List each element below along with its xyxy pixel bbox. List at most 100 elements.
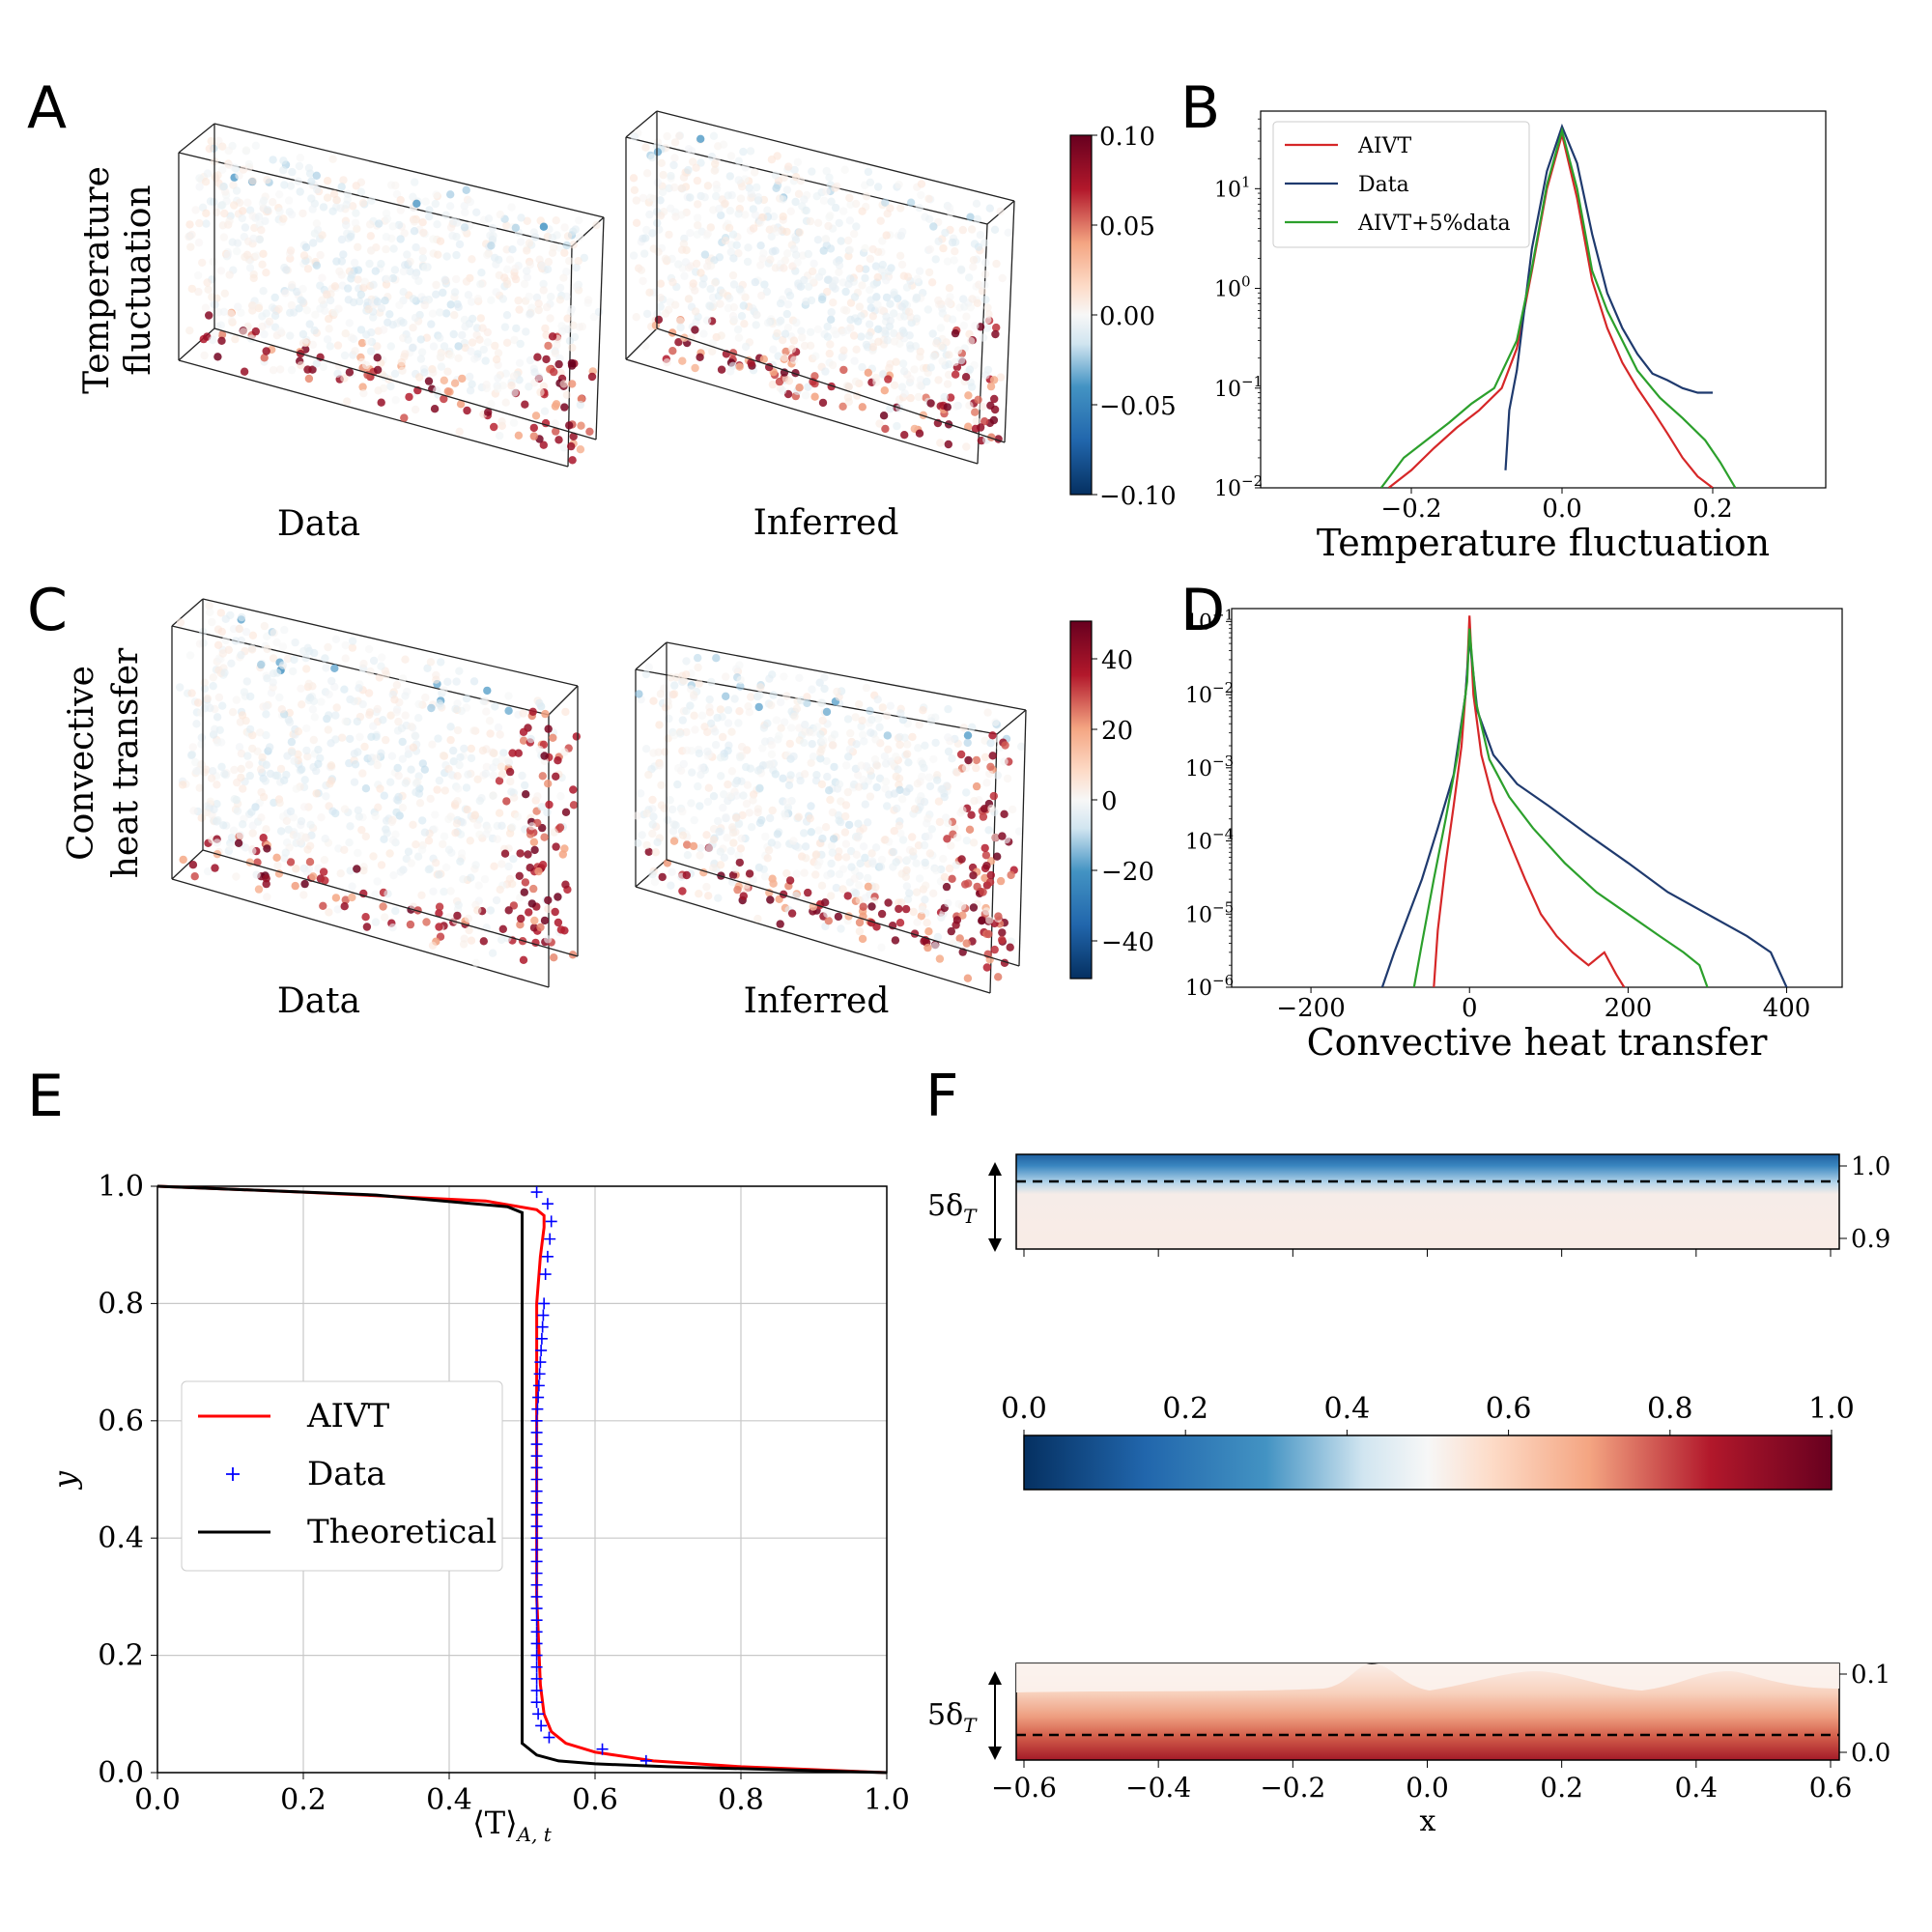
scatter-point [734,249,743,258]
scatter-point [850,229,859,239]
scatter-point [775,731,783,740]
scatter-point [519,727,528,736]
scatter-point [241,252,249,262]
legend-label: Data [1358,173,1409,197]
scatter-point [966,213,975,221]
scatter-point [355,684,363,693]
scatter-point [502,311,512,320]
scatter-point [668,690,677,699]
scatter-point [496,885,504,895]
scatter-point [881,198,890,207]
box-edge-front [213,123,605,218]
scatter-point [248,301,258,310]
scatter-point [437,362,446,371]
scatter-point [708,339,717,348]
scatter-point [220,289,229,298]
scatter-point [562,268,571,276]
scatter-point [467,347,475,355]
scatter-point [259,249,268,258]
scatter-point [763,319,773,327]
scatter-point [908,833,917,841]
scatter-point [779,335,787,345]
scatter-point [561,707,570,717]
scatter-point [688,768,696,777]
scatter-point [830,730,839,739]
scatter-point [418,816,427,825]
scatter-point [806,216,815,226]
scatter-point [792,318,801,327]
scatter-point [322,290,331,298]
scatter-point [248,829,257,838]
legend-box [1272,121,1530,248]
scatter-point [369,280,378,289]
scatter-point [567,304,576,314]
data-marker [530,1661,543,1673]
scatter-point [804,249,812,259]
scatter-point [276,327,285,335]
scatter-point [857,722,866,731]
row-label-a-line2: fluctuation [119,185,158,375]
scatter-point [497,754,506,763]
scatter-point [522,790,530,799]
scatter-point [779,195,787,204]
scatter-point [780,672,788,681]
scatter-point [851,713,860,722]
scatter-point [378,653,386,662]
scatter-point [845,216,855,225]
scatter-point [846,298,856,307]
scatter-point [880,386,889,395]
scatter-point [742,762,751,772]
scatter-point [409,820,417,829]
scatter-point [510,335,519,345]
scatter-point [336,869,345,878]
scatter-point [511,274,521,284]
y-axis-label: y [46,1470,83,1491]
scatter-point [754,702,763,712]
data-marker [530,1508,543,1520]
scatter-point [749,304,757,313]
scatter-point [969,256,979,265]
scatter-point [760,737,770,746]
scatter-point [207,774,216,782]
scatter-point [924,268,934,277]
scatter-point [231,334,240,344]
scatter-point [751,211,760,219]
scatter-point [807,828,815,837]
scatter-point [816,754,825,763]
scatter-point [226,309,236,319]
scatter-point [729,302,738,312]
scatter-point [494,723,503,732]
scatter-point [530,368,539,377]
scatter-point [385,310,394,319]
scatter-point [821,234,830,243]
scatter-point [420,368,429,377]
scatter-point [467,873,475,882]
scatter-point [218,701,227,710]
scatter-point [970,796,979,806]
scatter-point [502,221,511,230]
scatter-point [340,845,349,854]
scatter-point [687,147,696,156]
scatter-point [807,802,815,810]
scatter-point [506,777,515,786]
scatter-point [880,752,890,761]
scatter-point [992,323,1001,332]
scatter-point [224,645,233,654]
scatter-point [793,157,803,166]
scatter-point [868,859,877,868]
scatter-point [179,855,187,865]
scatter-point [589,312,599,322]
scatter-point [292,865,300,873]
scatter-point [544,341,553,351]
scatter-point [972,755,981,765]
scatter-point [689,157,697,166]
scatter-point [734,176,743,185]
scatter-point [696,134,705,143]
scatter-point [694,663,702,672]
scatter-point [835,869,844,879]
scatter-point [577,421,585,430]
scatter-point [479,937,488,946]
scatter-point [230,201,239,210]
scatter-point [361,913,370,922]
